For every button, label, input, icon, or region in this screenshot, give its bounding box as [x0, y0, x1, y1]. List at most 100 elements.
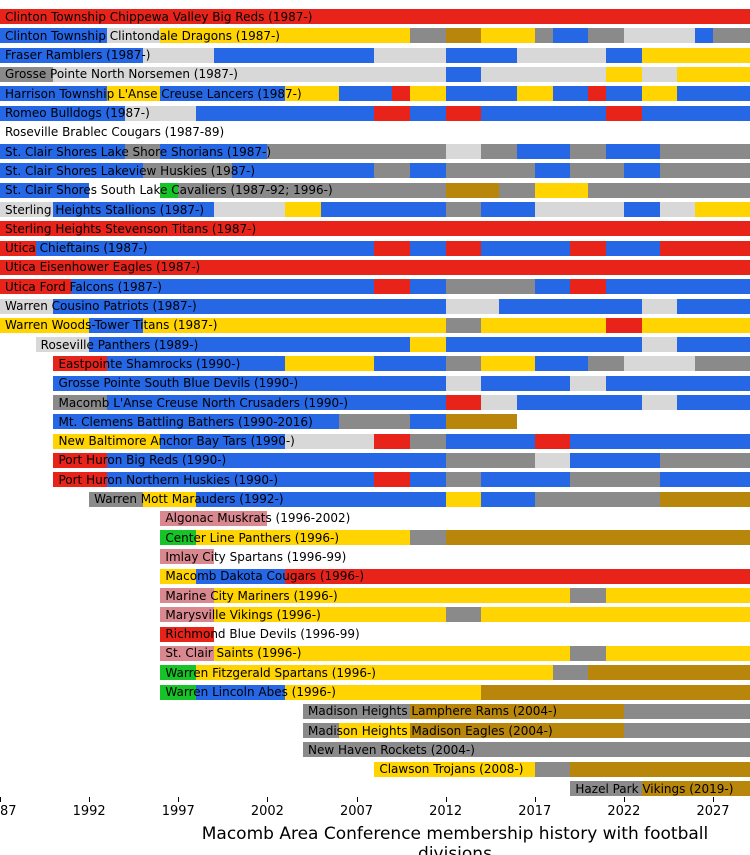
division-segment: [53, 472, 107, 488]
division-segment: [481, 356, 535, 372]
axis-tick-mark: [178, 797, 180, 802]
division-segment: [445, 414, 517, 430]
division-segment: [0, 105, 125, 121]
division-segment: [89, 317, 143, 333]
division-segment: [0, 298, 54, 314]
division-segment: [285, 86, 339, 102]
division-segment: [570, 240, 607, 256]
timeline-row: Utica Eisenhower Eagles (1987-): [0, 259, 750, 275]
division-segment: [106, 28, 161, 44]
division-segment: [481, 472, 571, 488]
division-segment: [570, 375, 607, 391]
division-segment: [160, 549, 214, 565]
division-segment: [196, 530, 410, 546]
division-segment: [445, 433, 535, 449]
division-segment: [499, 182, 535, 198]
division-segment: [641, 86, 678, 102]
division-segment: [445, 491, 482, 507]
timeline-row: Macomb Dakota Cougars (1996-): [0, 568, 750, 584]
timeline-row: Utica Ford Falcons (1987-): [0, 279, 750, 295]
division-segment: [481, 28, 535, 44]
division-segment: [213, 607, 446, 623]
division-segment: [409, 337, 446, 353]
division-segment: [0, 86, 107, 102]
division-segment: [374, 279, 410, 295]
division-segment: [481, 105, 607, 121]
timeline-row: Grosse Pointe South Blue Devils (1990-): [0, 375, 750, 391]
timeline-row: St. Clair Shores Lake Shore Shorians (19…: [0, 144, 750, 160]
division-segment: [623, 703, 750, 719]
axis-tick-mark: [713, 797, 714, 802]
division-segment: [160, 568, 197, 584]
team-label: Grosse Pointe North Norsemen (1987-): [5, 67, 238, 82]
division-segment: [516, 86, 553, 102]
division-segment: [659, 144, 750, 160]
division-segment: [445, 86, 517, 102]
division-segment: [516, 47, 607, 63]
axis-tick-mark: [445, 797, 447, 802]
division-segment: [53, 433, 161, 449]
team-label: Warren Mott Marauders (1992-): [94, 492, 284, 506]
division-segment: [445, 375, 482, 391]
division-segment: [106, 452, 446, 468]
division-segment: [160, 665, 197, 681]
team-label: Madison Heights Lamphere Rams (2004-): [308, 704, 558, 719]
timeline-row: Port Huron Big Reds (1990-): [0, 452, 750, 468]
axis-tick-label: 2007: [339, 804, 374, 819]
division-segment: [516, 395, 642, 410]
division-segment: [160, 28, 410, 44]
timeline-row: Grosse Pointe North Norsemen (1987-): [0, 66, 750, 82]
division-segment: [445, 105, 482, 121]
axis-tick-label: 1997: [161, 804, 195, 819]
division-segment: [606, 375, 750, 391]
axis-tick-mark: [0, 797, 1, 802]
division-segment: [0, 47, 143, 63]
division-segment: [160, 588, 214, 603]
division-segment: [124, 144, 161, 160]
division-segment: [606, 317, 642, 333]
timeline-row: Hazel Park Vikings (2019-): [0, 781, 750, 796]
team-label: Clinton Township Chippewa Valley Big Red…: [5, 9, 313, 24]
division-segment: [338, 86, 393, 102]
division-segment: [106, 86, 161, 102]
team-label: Romeo Bulldogs (1987-): [5, 106, 150, 120]
division-segment: [409, 414, 446, 430]
division-segment: [338, 414, 410, 430]
division-segment: [641, 317, 750, 333]
division-segment: [303, 703, 410, 719]
division-segment: [0, 279, 72, 295]
division-segment: [374, 163, 410, 179]
team-label: Macomb Dakota Cougars (1996-): [165, 569, 365, 584]
division-segment: [534, 28, 553, 44]
division-segment: [623, 723, 750, 739]
timeline-row: Mt. Clemens Battling Bathers (1990-2016): [0, 414, 750, 430]
division-segment: [641, 66, 678, 82]
division-segment: [0, 28, 107, 44]
division-segment: [588, 28, 624, 44]
division-segment: [53, 356, 107, 372]
division-segment: [570, 645, 607, 661]
division-segment: [160, 86, 286, 102]
division-segment: [606, 144, 660, 160]
division-segment: [659, 240, 750, 256]
team-label: St. Clair Shores South Lake Cavaliers (1…: [5, 183, 333, 198]
team-label: St. Clair Shores Lakeview Huskies (1987-…: [5, 163, 256, 178]
team-label: Warren Lincoln Abes (1996-): [165, 685, 336, 699]
division-segment: [606, 105, 642, 121]
timeline-row: Fraser Ramblers (1987-): [0, 47, 750, 63]
team-label: Madison Heights Madison Eagles (2004-): [308, 723, 553, 738]
division-segment: [445, 240, 482, 256]
division-segment: [695, 28, 713, 44]
division-segment: [570, 163, 624, 179]
team-label: Utica Chieftains (1987-): [5, 241, 148, 256]
division-segment: [0, 9, 750, 24]
timeline-row: Warren Woods-Tower Titans (1987-): [0, 317, 750, 333]
division-segment: [641, 337, 678, 353]
division-segment: [409, 530, 446, 546]
division-segment: [53, 298, 446, 314]
division-segment: [409, 240, 446, 256]
timeline-row: Clinton Township Clintondale Dragons (19…: [0, 28, 750, 44]
division-segment: [481, 317, 607, 333]
division-segment: [588, 356, 624, 372]
